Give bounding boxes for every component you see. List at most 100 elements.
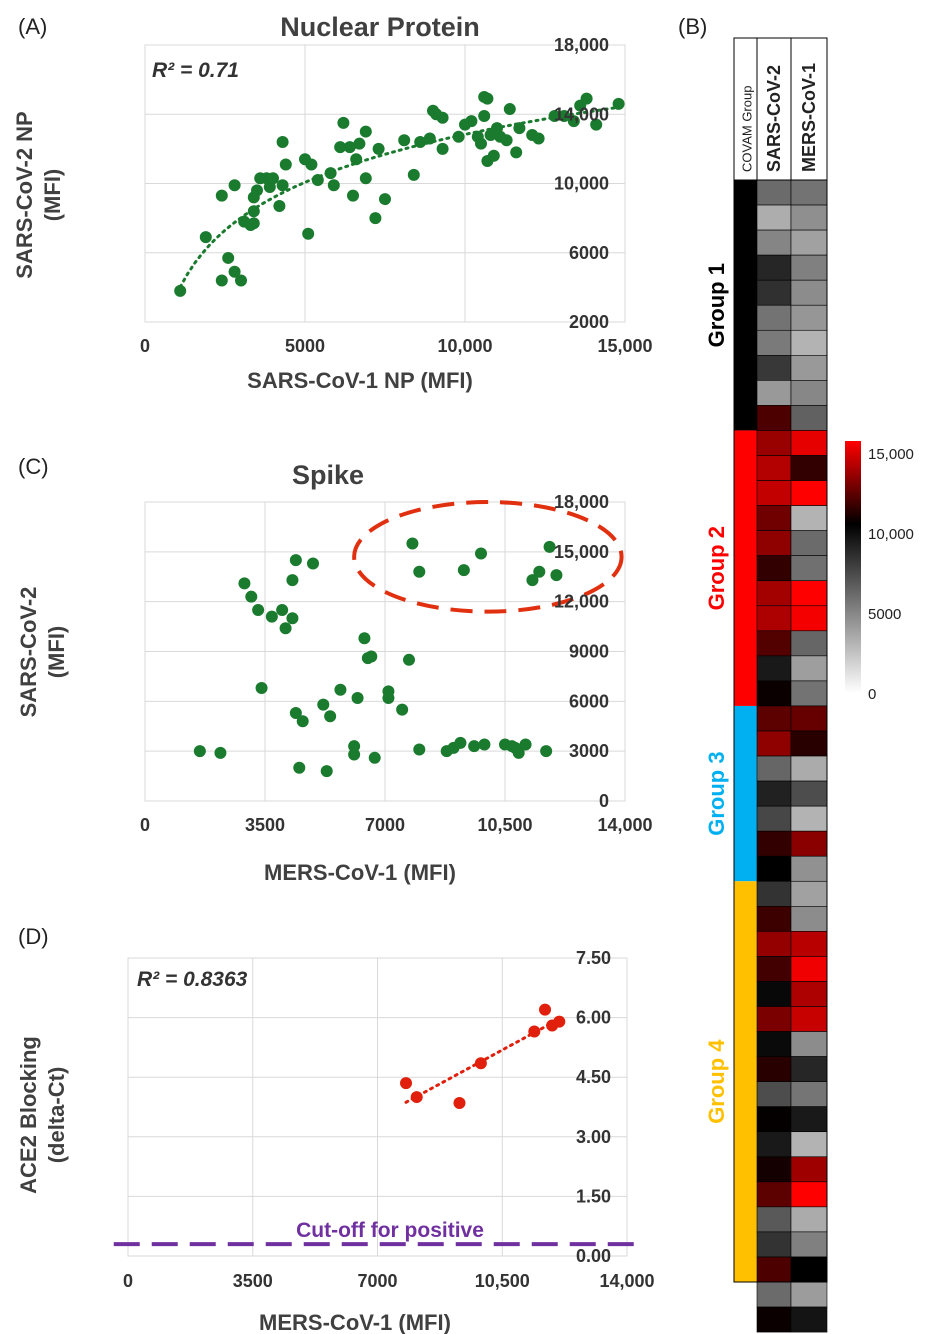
data-point	[543, 540, 556, 553]
heatmap-cell	[790, 906, 828, 932]
data-point	[286, 574, 299, 587]
data-point	[368, 751, 381, 764]
column-header: SARS-CoV-2	[764, 65, 784, 172]
heatmap-cell	[756, 229, 792, 256]
data-point	[334, 141, 347, 154]
panel-a-label: (A)	[18, 14, 47, 39]
x-tick-label: 3500	[245, 815, 285, 835]
y-tick-label: 1.50	[576, 1186, 611, 1206]
data-point	[567, 115, 580, 128]
data-point	[359, 172, 372, 185]
data-point	[396, 703, 409, 716]
data-point	[286, 612, 299, 625]
group-label-text: Group 3	[704, 751, 729, 835]
data-point	[279, 158, 292, 171]
data-point	[267, 172, 279, 185]
data-point	[324, 167, 337, 180]
data-point	[307, 557, 319, 570]
y-tick-label: 9000	[569, 642, 609, 662]
data-point	[238, 577, 251, 590]
data-point	[457, 564, 470, 577]
heatmap-cell	[790, 1156, 828, 1183]
heatmap-cell	[790, 805, 828, 832]
data-point	[590, 118, 603, 131]
data-point	[353, 137, 366, 150]
x-tick-label: 5000	[285, 336, 325, 356]
data-point	[379, 193, 391, 206]
heatmap-cell	[756, 480, 792, 506]
panel-a-y-axis-label-line1: SARS-CoV-2 NP	[12, 111, 37, 278]
panel-c: (C) Spike 0 3500 7000 10,500 14,000 0 3000 600…	[16, 454, 653, 885]
group-label: Group 4	[704, 1039, 729, 1124]
data-point	[296, 715, 309, 728]
colorbar	[845, 441, 861, 693]
data-point	[510, 146, 523, 159]
heatmap-cell	[790, 755, 828, 782]
heatmap-header-frame	[733, 37, 828, 181]
data-point	[400, 1077, 413, 1090]
data-point	[320, 765, 333, 778]
data-point	[372, 142, 385, 155]
heatmap-cell	[790, 1256, 828, 1283]
data-point	[580, 92, 593, 105]
heatmap-cell	[756, 1306, 792, 1333]
x-tick-label: 10,500	[475, 1271, 530, 1291]
heatmap-cell	[790, 179, 828, 206]
heatmap-cell	[790, 329, 828, 356]
panel-c-label: (C)	[18, 454, 49, 479]
panel-c-x-axis-label: MERS-CoV-1 (MFI)	[264, 860, 456, 885]
colorbar-tick-label: 10,000	[868, 526, 914, 543]
x-tick-label: 0	[140, 336, 150, 356]
panel-a-x-axis-label: SARS-CoV-1 NP (MFI)	[247, 368, 473, 393]
heatmap-cell	[790, 380, 828, 406]
heatmap-cell	[790, 1106, 828, 1133]
heatmap-cell	[756, 329, 792, 356]
data-point	[612, 97, 625, 110]
data-point	[454, 736, 467, 749]
heatmap-cell	[756, 555, 792, 582]
data-point	[293, 761, 306, 774]
colorbar-tick-label: 0	[868, 686, 876, 703]
data-point	[481, 92, 494, 105]
heatmap-cell	[790, 956, 828, 982]
data-point	[406, 537, 419, 550]
data-point	[436, 142, 449, 155]
y-tick-label: 18,000	[554, 35, 609, 55]
data-point	[311, 174, 324, 187]
data-point	[174, 284, 187, 297]
column-header: MERS-CoV-1	[799, 63, 819, 172]
data-point	[276, 179, 289, 192]
heatmap-cell	[756, 405, 792, 431]
y-tick-label: 3.00	[576, 1127, 611, 1147]
data-point	[193, 745, 206, 758]
group-color-bar	[734, 881, 757, 1282]
data-point	[369, 212, 382, 225]
group-color-bar	[734, 180, 757, 431]
panel-d-x-axis-label: MERS-CoV-1 (MFI)	[259, 1310, 451, 1334]
data-point	[222, 251, 235, 264]
heatmap-cell	[790, 530, 828, 556]
heatmap-cell	[756, 680, 792, 707]
data-point	[327, 179, 340, 192]
heatmap-cell	[756, 655, 792, 682]
y-tick-label: 6000	[569, 243, 609, 263]
data-point	[359, 125, 372, 138]
panel-d-cutoff-label: Cut-off for positive	[296, 1219, 484, 1242]
data-point	[513, 122, 526, 135]
heatmap-cell	[756, 430, 792, 456]
heatmap-cell	[790, 880, 828, 907]
heatmap-cell	[790, 1306, 828, 1333]
y-tick-label: 12,000	[554, 592, 609, 612]
heatmap-cell	[756, 755, 792, 782]
heatmap-cell	[790, 1281, 828, 1308]
colorbar-tick-label: 15,000	[868, 446, 914, 463]
data-point	[453, 1097, 466, 1110]
data-point	[334, 683, 347, 696]
data-point	[558, 109, 571, 122]
y-tick-label: 3000	[569, 741, 609, 761]
group-label-text: Group 1	[704, 263, 729, 347]
data-point	[302, 227, 315, 240]
heatmap-cell	[756, 1106, 792, 1133]
x-tick-label: 7000	[365, 815, 405, 835]
